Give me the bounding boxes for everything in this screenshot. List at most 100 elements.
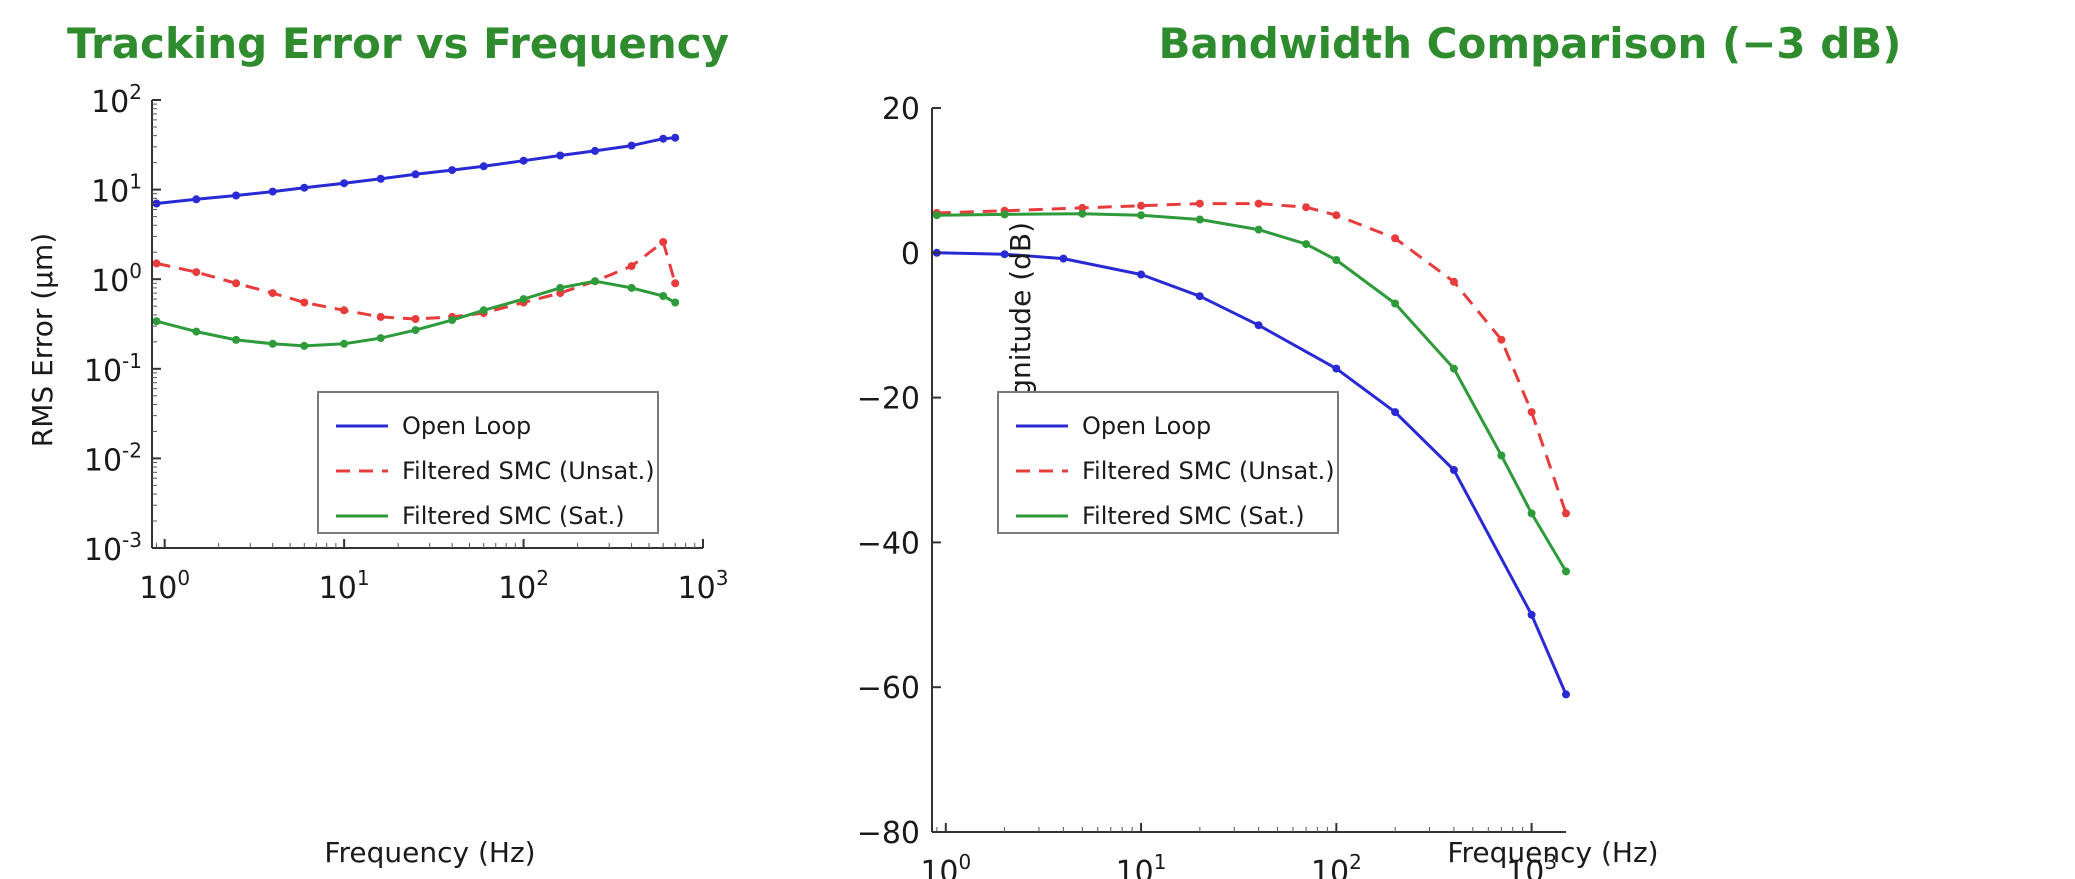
legend-label: Filtered SMC (Unsat.) bbox=[1082, 457, 1335, 485]
data-point bbox=[411, 170, 420, 179]
data-point bbox=[1527, 509, 1536, 518]
legend-label: Open Loop bbox=[402, 412, 531, 440]
data-point bbox=[376, 174, 385, 183]
x-axis-label: Frequency (Hz) bbox=[324, 836, 535, 869]
x-tick-label: 102 bbox=[1311, 850, 1362, 879]
chart-title: Bandwidth Comparison (−3 dB) bbox=[1158, 19, 1901, 68]
data-point bbox=[556, 283, 565, 292]
y-tick-label: 102 bbox=[91, 80, 142, 120]
data-point bbox=[232, 191, 241, 200]
data-point bbox=[152, 317, 161, 326]
data-point bbox=[519, 156, 528, 165]
data-point bbox=[300, 183, 309, 192]
data-point bbox=[376, 312, 385, 321]
data-point bbox=[1449, 364, 1458, 373]
data-point bbox=[627, 283, 636, 292]
data-point bbox=[1332, 364, 1341, 373]
y-tick-label-exponent: -3 bbox=[122, 528, 142, 552]
x-tick-label-base: 10 bbox=[139, 571, 177, 606]
data-point bbox=[1078, 203, 1087, 212]
x-tick-label-exponent: 3 bbox=[1544, 850, 1557, 874]
data-point bbox=[1137, 201, 1146, 210]
series-line-3 bbox=[156, 279, 676, 348]
data-point bbox=[340, 306, 349, 315]
data-point bbox=[1497, 335, 1506, 344]
data-point bbox=[300, 298, 309, 307]
x-tick-label: 101 bbox=[1116, 850, 1167, 879]
series-line-1 bbox=[156, 136, 676, 205]
data-point bbox=[1449, 277, 1458, 286]
data-point bbox=[1195, 215, 1204, 224]
y-tick-label: 100 bbox=[91, 259, 142, 299]
data-point bbox=[1562, 690, 1570, 699]
data-point bbox=[659, 134, 668, 143]
data-point bbox=[1391, 234, 1400, 243]
marks-layer bbox=[152, 133, 680, 350]
y-tick-label: −80 bbox=[857, 816, 920, 851]
data-point bbox=[1391, 299, 1400, 308]
data-point bbox=[1562, 509, 1570, 518]
y-tick-label-exponent: 2 bbox=[129, 80, 142, 104]
data-point bbox=[671, 298, 680, 307]
data-point bbox=[268, 289, 277, 298]
y-tick-label: −60 bbox=[857, 671, 920, 706]
x-tick-label-base: 10 bbox=[1311, 855, 1349, 879]
legend-box: Open Loop Filtered SMC (Unsat.) Filtered S… bbox=[997, 391, 1339, 534]
data-point bbox=[448, 316, 457, 325]
y-tick-label-base: 10 bbox=[84, 533, 122, 568]
data-point bbox=[376, 334, 385, 343]
data-point bbox=[932, 211, 941, 220]
data-point bbox=[340, 339, 349, 348]
y-tick-label-base: 10 bbox=[84, 443, 122, 478]
x-tick-label-base: 10 bbox=[920, 855, 958, 879]
data-point bbox=[1078, 209, 1087, 218]
y-tick-label-exponent: 1 bbox=[129, 170, 142, 194]
legend-label: Filtered SMC (Unsat.) bbox=[402, 457, 655, 485]
y-tick-label-base: 10 bbox=[91, 264, 129, 299]
data-point bbox=[591, 146, 599, 155]
y-tick-label-base: 10 bbox=[91, 175, 129, 210]
data-point bbox=[1195, 292, 1204, 301]
data-point bbox=[1332, 256, 1341, 264]
data-point bbox=[192, 268, 201, 277]
legend-label: Filtered SMC (Sat.) bbox=[402, 502, 625, 530]
y-tick-label: 10-3 bbox=[84, 528, 142, 568]
data-point bbox=[1449, 466, 1458, 474]
legend-frame bbox=[997, 391, 1339, 534]
data-point bbox=[671, 133, 680, 142]
data-point bbox=[1254, 225, 1263, 234]
marks-layer bbox=[932, 199, 1570, 699]
tracking-error-chart: Tracking Error vs Frequency 100 101 102 103… bbox=[26, 19, 729, 869]
data-point bbox=[1527, 408, 1536, 417]
data-point bbox=[300, 341, 309, 350]
data-point bbox=[1562, 567, 1570, 576]
x-tick-label-exponent: 2 bbox=[1349, 850, 1362, 874]
data-point bbox=[479, 306, 488, 315]
legend-label: Open Loop bbox=[1082, 412, 1211, 440]
data-point bbox=[1059, 254, 1068, 263]
chart-title: Tracking Error vs Frequency bbox=[67, 19, 729, 68]
data-point bbox=[627, 141, 636, 150]
data-point bbox=[340, 179, 349, 188]
y-tick-label: −20 bbox=[857, 382, 920, 417]
data-point bbox=[671, 279, 680, 288]
y-tick-label-exponent: 0 bbox=[129, 259, 142, 283]
data-point bbox=[232, 279, 241, 288]
y-tick-label: 20 bbox=[882, 92, 920, 127]
x-tick-label-base: 10 bbox=[319, 571, 357, 606]
data-point bbox=[479, 162, 488, 171]
x-tick-label: 102 bbox=[498, 566, 549, 606]
data-point bbox=[1302, 240, 1311, 249]
y-tick-label: 10-1 bbox=[84, 349, 142, 389]
x-tick-label-exponent: 2 bbox=[536, 566, 549, 590]
data-point bbox=[448, 166, 457, 175]
y-tick-label-exponent: -2 bbox=[122, 438, 142, 462]
data-point bbox=[556, 151, 565, 160]
legend-label: Filtered SMC (Sat.) bbox=[1082, 502, 1305, 530]
x-tick-label: 103 bbox=[678, 566, 729, 606]
x-tick-label-exponent: 0 bbox=[177, 566, 190, 590]
data-point bbox=[1391, 408, 1400, 417]
data-point bbox=[1332, 211, 1341, 220]
legend-box: Open Loop Filtered SMC (Unsat.) Filtered S… bbox=[317, 391, 659, 534]
